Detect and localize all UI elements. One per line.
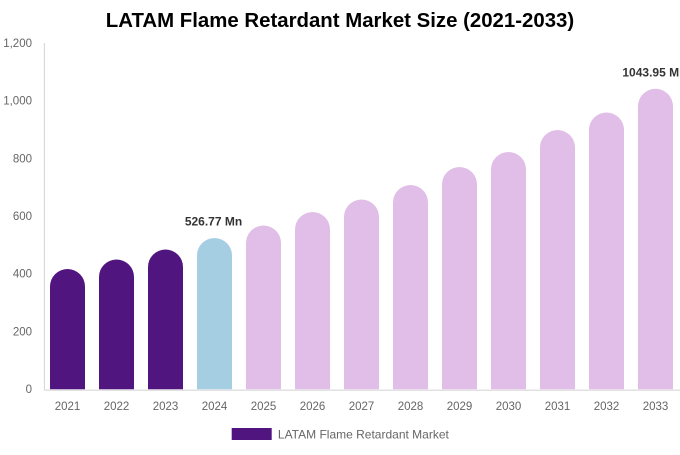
svg-text:2032: 2032 xyxy=(594,401,620,413)
svg-text:1,200: 1,200 xyxy=(3,38,32,50)
svg-text:2021: 2021 xyxy=(55,401,81,413)
svg-text:2025: 2025 xyxy=(251,401,277,413)
svg-text:2026: 2026 xyxy=(300,401,326,413)
svg-text:600: 600 xyxy=(13,211,32,223)
svg-text:2031: 2031 xyxy=(545,401,571,413)
svg-text:LATAM Flame Retardant Market: LATAM Flame Retardant Market xyxy=(278,428,450,442)
svg-text:1,000: 1,000 xyxy=(3,96,32,108)
svg-text:2030: 2030 xyxy=(496,401,522,413)
svg-text:2023: 2023 xyxy=(153,401,179,413)
svg-text:2022: 2022 xyxy=(104,401,130,413)
svg-text:800: 800 xyxy=(13,153,32,165)
svg-text:2029: 2029 xyxy=(447,401,473,413)
svg-text:2028: 2028 xyxy=(398,401,424,413)
svg-text:0: 0 xyxy=(26,384,32,396)
svg-text:200: 200 xyxy=(13,326,32,338)
svg-text:2027: 2027 xyxy=(349,401,375,413)
svg-text:LATAM Flame Retardant Market S: LATAM Flame Retardant Market Size (2021-… xyxy=(106,10,574,32)
svg-text:1043.95 Mn: 1043.95 Mn xyxy=(622,65,680,79)
svg-text:2033: 2033 xyxy=(643,401,669,413)
svg-text:526.77 Mn: 526.77 Mn xyxy=(185,215,242,229)
svg-text:400: 400 xyxy=(13,269,32,281)
svg-text:2024: 2024 xyxy=(202,401,228,413)
